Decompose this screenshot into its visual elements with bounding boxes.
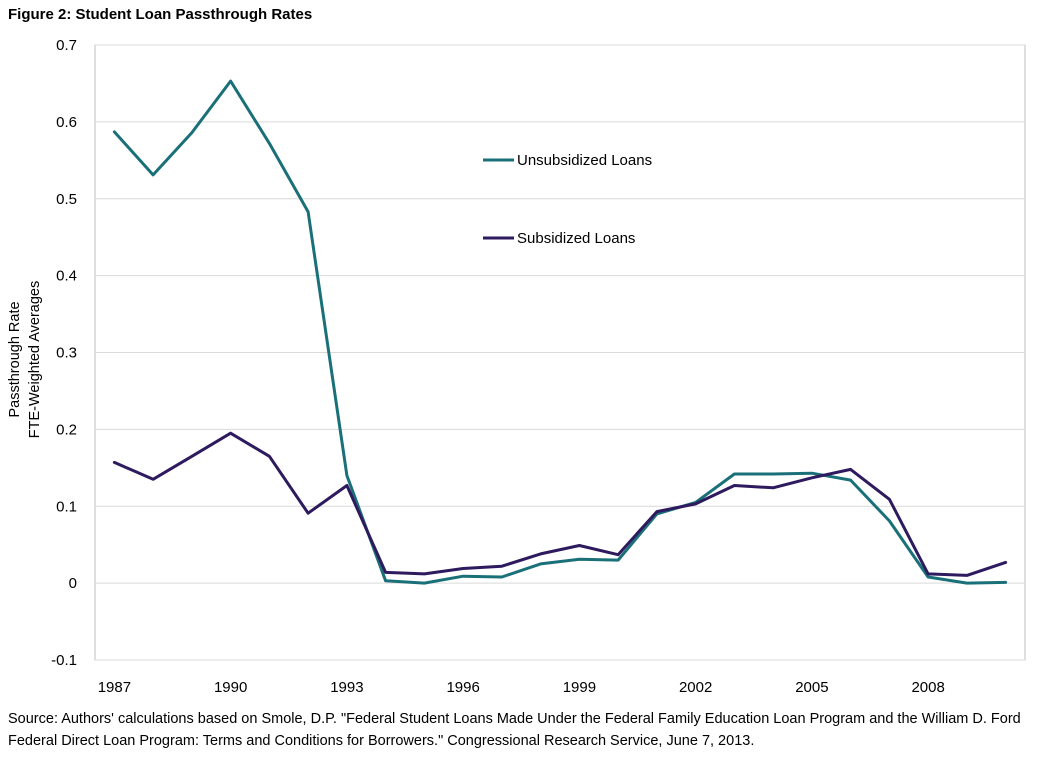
- y-axis-label-line: Passthrough Rate: [7, 301, 23, 417]
- series-line-unsubsidized: [112, 79, 1008, 585]
- x-tick-label: 1987: [98, 679, 131, 696]
- y-tick-label: 0.5: [56, 191, 77, 208]
- series-line-subsidized: [112, 431, 1008, 577]
- y-tick-label: 0.4: [56, 268, 77, 285]
- legend-label: Subsidized Loans: [517, 230, 635, 247]
- x-tick-label: 2008: [911, 679, 944, 696]
- x-tick-label: 1990: [214, 679, 247, 696]
- gridlines: [95, 44, 1025, 661]
- x-tick-label: 1996: [446, 679, 479, 696]
- x-tick-label: 2002: [679, 679, 712, 696]
- x-tick-label: 1993: [330, 679, 363, 696]
- x-tick-label: 1999: [563, 679, 596, 696]
- y-axis-ticks: -0.1 0 0.1 0.2 0.3 0.4 0.5 0.6 0.7: [51, 37, 77, 669]
- legend-label: Unsubsidized Loans: [517, 152, 652, 169]
- x-tick-label: 2005: [795, 679, 828, 696]
- x-axis-ticks: 1987 1990 1993 1996 1999 2002 2005 2008: [98, 679, 945, 696]
- y-tick-label: 0.1: [56, 498, 77, 515]
- y-axis-label-line: FTE-Weighted Averages: [27, 281, 43, 438]
- y-tick-label: 0.2: [56, 421, 77, 438]
- y-tick-label: 0.3: [56, 345, 77, 362]
- legend: Unsubsidized Loans Subsidized Loans: [483, 152, 652, 247]
- y-tick-label: -0.1: [51, 652, 77, 669]
- figure-title: Figure 2: Student Loan Passthrough Rates: [8, 6, 313, 23]
- series-lines: [112, 79, 1008, 585]
- y-tick-label: 0.6: [56, 114, 77, 131]
- y-axis-label: Passthrough Rate FTE-Weighted Averages: [7, 281, 43, 438]
- y-tick-label: 0.7: [56, 37, 77, 54]
- y-tick-label: 0: [69, 575, 77, 592]
- source-note: Source: Authors' calculations based on S…: [8, 711, 1021, 749]
